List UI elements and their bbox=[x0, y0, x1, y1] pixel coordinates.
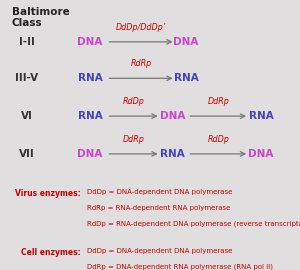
Text: RNA: RNA bbox=[78, 111, 102, 121]
Text: RNA: RNA bbox=[249, 111, 273, 121]
Text: DdRp = DNA-dependent RNA polymerase (RNA pol II): DdRp = DNA-dependent RNA polymerase (RNA… bbox=[87, 264, 273, 270]
Text: Cell enzymes:: Cell enzymes: bbox=[21, 248, 81, 257]
Text: DNA: DNA bbox=[248, 149, 274, 159]
Text: Virus enzymes:: Virus enzymes: bbox=[15, 189, 81, 198]
Text: I-II: I-II bbox=[19, 37, 35, 47]
Text: DdDp/DdDp’: DdDp/DdDp’ bbox=[116, 23, 166, 32]
Text: DdDp = DNA-dependent DNA polymerase: DdDp = DNA-dependent DNA polymerase bbox=[87, 189, 232, 195]
Text: RdDp: RdDp bbox=[123, 97, 144, 106]
Text: VI: VI bbox=[21, 111, 33, 121]
Text: III-V: III-V bbox=[15, 73, 39, 83]
Text: Baltimore
Class: Baltimore Class bbox=[12, 7, 70, 28]
Text: DNA: DNA bbox=[77, 149, 103, 159]
Text: RNA: RNA bbox=[160, 149, 185, 159]
Text: DdRp: DdRp bbox=[207, 97, 229, 106]
Text: DdRp: DdRp bbox=[123, 135, 144, 144]
Text: DNA: DNA bbox=[173, 37, 199, 47]
Text: RdRp = RNA-dependent RNA polymerase: RdRp = RNA-dependent RNA polymerase bbox=[87, 205, 230, 211]
Text: RdDp: RdDp bbox=[207, 135, 229, 144]
Text: DNA: DNA bbox=[160, 111, 185, 121]
Text: DdDp = DNA-dependent DNA polymerase: DdDp = DNA-dependent DNA polymerase bbox=[87, 248, 232, 254]
Text: RNA: RNA bbox=[78, 73, 102, 83]
Text: RNA: RNA bbox=[174, 73, 198, 83]
Text: VII: VII bbox=[19, 149, 35, 159]
Text: DNA: DNA bbox=[77, 37, 103, 47]
Text: RdDp = RNA-dependent DNA polymerase (reverse transcriptase): RdDp = RNA-dependent DNA polymerase (rev… bbox=[87, 220, 300, 227]
Text: RdRp: RdRp bbox=[130, 59, 152, 68]
